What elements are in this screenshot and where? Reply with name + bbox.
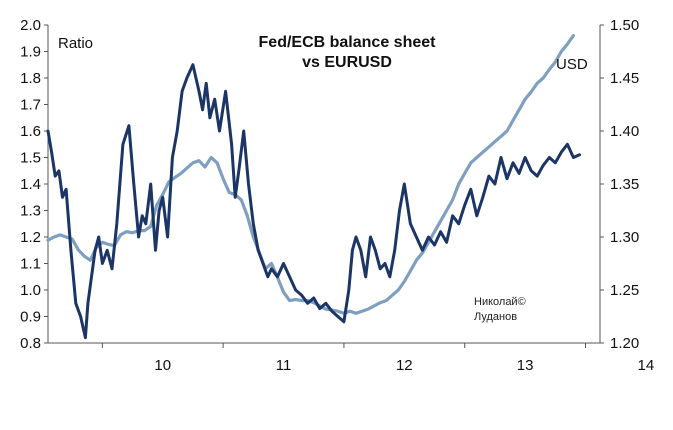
x-tick-label: 11	[276, 357, 292, 374]
chart-axes: 2.0 1.9 1.8 1.7 1.6 1.5 1.4 1.3 1.2 1.1 1.0 0.9 0.8 1…	[20, 17, 654, 374]
left-tick-label: 0.8	[20, 335, 41, 352]
x-tick-label: 13	[517, 357, 534, 374]
right-tick-label: 1.50	[610, 17, 639, 34]
x-tick-label: 12	[396, 357, 413, 374]
left-tick-label: 0.9	[20, 309, 41, 326]
left-tick-label: 1.8	[20, 70, 41, 87]
x-tick-label: 14	[638, 357, 655, 374]
watermark-line-1: Николай©	[474, 296, 526, 308]
chart-labels: Ratio USD Fed/ECB balance sheet vs EURUS…	[58, 34, 588, 323]
left-tick-label: 1.4	[20, 176, 41, 193]
left-tick-label: 1.0	[20, 282, 41, 299]
right-tick-label: 1.40	[610, 123, 639, 140]
right-tick-label: 1.25	[610, 282, 639, 299]
left-tick-label: 1.5	[20, 150, 41, 167]
series-line-eurusd	[46, 33, 576, 315]
chart-title: Fed/ECB balance sheet	[259, 34, 437, 51]
right-tick-label: 1.45	[610, 70, 639, 87]
left-tick-label: 1.7	[20, 97, 41, 114]
left-tick-label: 1.6	[20, 123, 41, 140]
right-tick-label: 1.35	[610, 176, 639, 193]
left-tick-label: 1.9	[20, 44, 41, 61]
series-line-ratio	[46, 63, 581, 340]
series-layer	[46, 33, 581, 340]
x-tick-label: 10	[154, 357, 171, 374]
chart-subtitle: vs EURUSD	[302, 54, 392, 71]
left-tick-label: 2.0	[20, 17, 41, 34]
right-tick-label: 1.30	[610, 229, 639, 246]
left-tick-label: 1.2	[20, 229, 41, 246]
right-tick-label: 1.20	[610, 335, 639, 352]
left-tick-label: 1.1	[20, 256, 41, 273]
left-tick-label: 1.3	[20, 203, 41, 220]
watermark-line-2: Луданов	[474, 311, 517, 323]
left-axis-title: Ratio	[58, 35, 93, 52]
right-axis-title: USD	[556, 56, 588, 73]
